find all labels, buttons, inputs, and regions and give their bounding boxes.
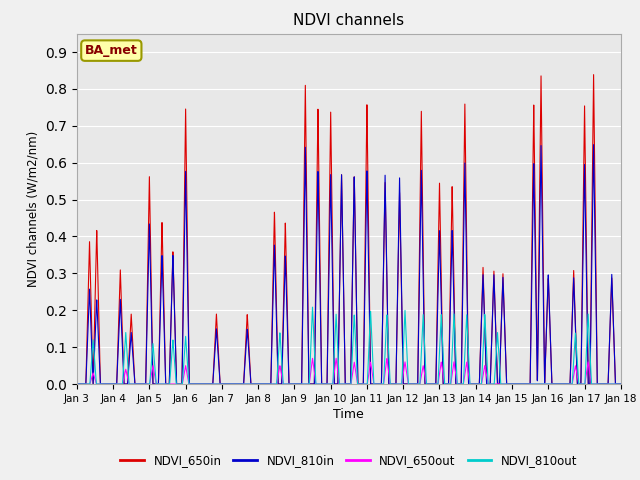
NDVI_810in <box>589 142 597 147</box>
NDVI_650out <box>332 355 340 361</box>
NDVI_810out <box>172 373 179 379</box>
NDVI_810in <box>617 381 625 387</box>
NDVI_650out <box>427 381 435 387</box>
NDVI_810out <box>427 381 435 387</box>
Title: NDVI channels: NDVI channels <box>293 13 404 28</box>
Line: NDVI_650out: NDVI_650out <box>77 358 621 384</box>
NDVI_810in <box>479 279 486 285</box>
NDVI_650in <box>589 72 597 77</box>
Line: NDVI_810out: NDVI_810out <box>77 307 621 384</box>
NDVI_650in <box>520 381 528 387</box>
NDVI_650in <box>172 348 179 353</box>
NDVI_650in <box>427 381 435 387</box>
NDVI_650in <box>399 373 407 379</box>
NDVI_650in <box>281 250 289 255</box>
NDVI_810in <box>281 276 289 282</box>
NDVI_810out <box>73 381 81 387</box>
NDVI_650in <box>479 272 486 278</box>
X-axis label: Time: Time <box>333 408 364 421</box>
NDVI_810in <box>427 381 435 387</box>
NDVI_650in <box>73 381 81 387</box>
Line: NDVI_810in: NDVI_810in <box>77 144 621 384</box>
NDVI_650out <box>281 381 289 387</box>
NDVI_650out <box>399 372 407 377</box>
Legend: NDVI_650in, NDVI_810in, NDVI_650out, NDVI_810out: NDVI_650in, NDVI_810in, NDVI_650out, NDV… <box>116 449 582 472</box>
NDVI_650out <box>479 374 486 380</box>
NDVI_810in <box>172 348 179 354</box>
Line: NDVI_650in: NDVI_650in <box>77 74 621 384</box>
NDVI_650out <box>73 381 81 387</box>
NDVI_810out <box>399 349 407 355</box>
NDVI_810out <box>479 354 486 360</box>
NDVI_810out <box>520 381 528 387</box>
NDVI_810out <box>281 381 289 387</box>
Text: BA_met: BA_met <box>85 44 138 57</box>
NDVI_810in <box>399 372 407 378</box>
NDVI_650in <box>617 381 625 387</box>
Y-axis label: NDVI channels (W/m2/nm): NDVI channels (W/m2/nm) <box>26 131 40 287</box>
NDVI_810out <box>308 304 316 310</box>
NDVI_650out <box>617 381 625 387</box>
NDVI_650out <box>520 381 528 387</box>
NDVI_810out <box>617 381 625 387</box>
NDVI_650out <box>172 381 179 387</box>
NDVI_810in <box>520 381 528 387</box>
NDVI_810in <box>73 381 81 387</box>
